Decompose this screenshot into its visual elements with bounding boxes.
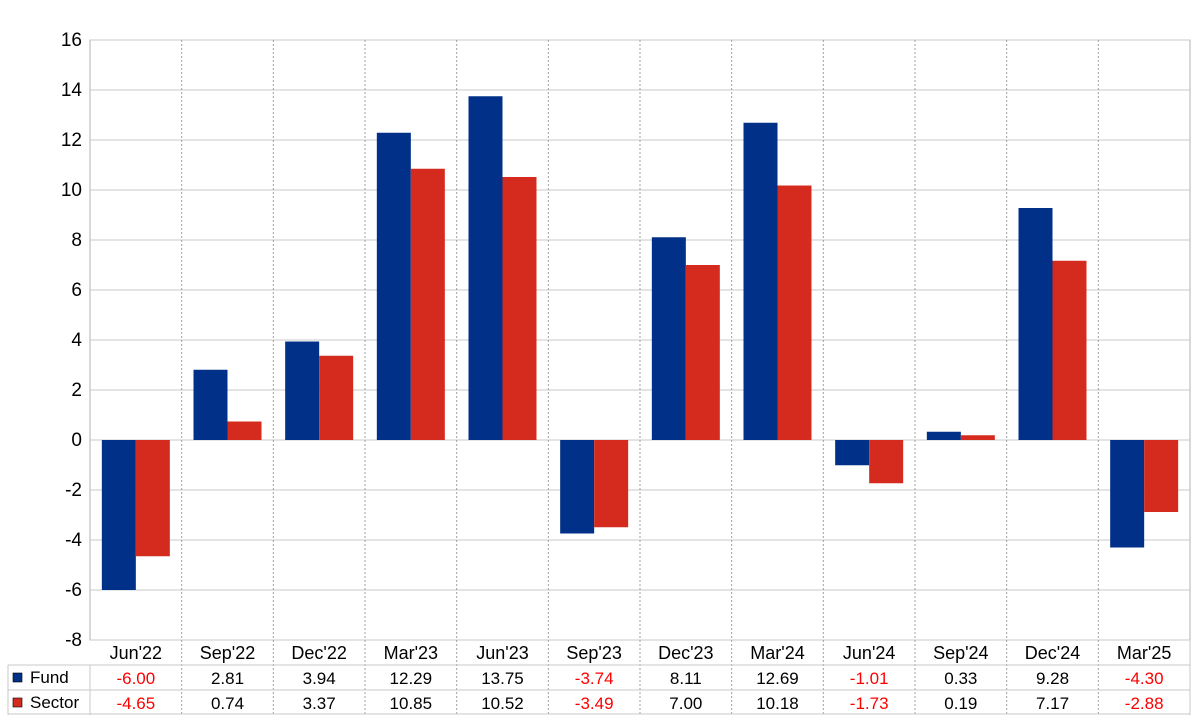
bar-sector: [685, 265, 720, 440]
legend-entry-sector: Sector: [12, 693, 79, 712]
data-label-fund: 2.81: [211, 669, 244, 688]
legend-entry-fund: Fund: [12, 668, 69, 687]
legend-label: Sector: [30, 693, 79, 712]
y-tick-label: 8: [71, 230, 82, 251]
bar-sector: [594, 440, 629, 528]
data-label-fund: 0.33: [944, 669, 977, 688]
bar-fund: [285, 341, 320, 440]
bar-sector: [502, 177, 537, 440]
x-tick-label: Mar'24: [750, 643, 804, 663]
x-tick-label: Mar'25: [1117, 643, 1171, 663]
data-label-sector: 0.74: [211, 694, 244, 713]
bars-layer: [101, 96, 1179, 590]
y-tick-label: 6: [71, 280, 82, 301]
x-tick-label: Dec'23: [658, 643, 713, 663]
data-label-sector: 10.18: [756, 694, 799, 713]
x-tick-label: Sep'23: [566, 643, 622, 663]
bar-fund: [651, 237, 686, 440]
bar-fund: [1018, 208, 1053, 440]
bar-fund: [376, 132, 411, 440]
legend-swatch: [12, 697, 23, 708]
bar-sector: [777, 185, 812, 440]
data-label-sector: 7.00: [669, 694, 702, 713]
axis-layer: -8 -6 -4 -2 0 2 4 6 8 10 12 14 16: [61, 30, 83, 651]
bar-sector: [869, 440, 904, 484]
data-label-sector: 10.52: [481, 694, 524, 713]
y-tick-label: 14: [61, 80, 83, 101]
data-label-sector: -1.73: [850, 694, 889, 713]
bar-sector: [1144, 440, 1179, 512]
x-tick-label: Dec'22: [291, 643, 346, 663]
y-tick-label: -6: [65, 580, 82, 601]
y-tick-label: -4: [65, 530, 82, 551]
x-tick-label: Jun'24: [843, 643, 895, 663]
bar-fund: [926, 431, 961, 440]
data-label-fund: -3.74: [575, 669, 614, 688]
bar-fund: [101, 440, 136, 590]
x-tick-label: Dec'24: [1025, 643, 1080, 663]
bar-fund: [1110, 440, 1145, 548]
data-label-fund: 3.94: [303, 669, 336, 688]
y-tick-label: 0: [71, 430, 82, 451]
y-tick-label: 10: [61, 180, 82, 201]
data-label-fund: -4.30: [1125, 669, 1164, 688]
y-tick-label: 16: [61, 30, 82, 51]
legend-swatch: [12, 672, 23, 683]
y-tick-label: 2: [71, 380, 82, 401]
data-label-sector: 0.19: [944, 694, 977, 713]
y-tick-label: 4: [71, 330, 82, 351]
bar-fund: [560, 440, 595, 534]
x-tick-label: Jun'22: [110, 643, 162, 663]
y-tick-label: -2: [65, 480, 82, 501]
x-tick-label: Sep'22: [200, 643, 256, 663]
data-label-fund: 8.11: [670, 669, 702, 688]
data-label-sector: 3.37: [303, 694, 336, 713]
bar-sector: [319, 355, 354, 440]
data-label-fund: 13.75: [481, 669, 524, 688]
y-tick-label: 12: [61, 130, 82, 151]
data-label-sector: -4.65: [116, 694, 155, 713]
bar-sector: [960, 435, 995, 440]
y-tick-label: -8: [65, 630, 82, 651]
bar-fund: [193, 369, 228, 440]
data-label-sector: 10.85: [390, 694, 433, 713]
data-label-fund: -6.00: [116, 669, 155, 688]
data-label-fund: -1.01: [850, 669, 889, 688]
data-label-fund: 9.28: [1036, 669, 1069, 688]
x-tick-label: Mar'23: [384, 643, 438, 663]
x-tick-label: Jun'23: [476, 643, 528, 663]
x-tick-label: Sep'24: [933, 643, 989, 663]
bar-sector: [227, 421, 262, 440]
data-label-sector: -2.88: [1125, 694, 1164, 713]
bar-sector: [410, 168, 445, 440]
bar-fund: [468, 96, 503, 440]
data-table: Jun'22 Sep'22 Dec'22 Mar'23 Jun'23 Sep'23 Dec'…: [7, 640, 1191, 715]
bar-sector: [1052, 260, 1087, 440]
bar-sector: [135, 440, 170, 557]
data-label-sector: -3.49: [575, 694, 614, 713]
legend-label: Fund: [30, 668, 69, 687]
bar-fund: [743, 122, 778, 440]
data-label-fund: 12.69: [756, 669, 799, 688]
bar-fund: [835, 440, 870, 466]
data-label-fund: 12.29: [390, 669, 433, 688]
grid-layer: [89, 39, 1191, 715]
data-label-sector: 7.17: [1036, 694, 1069, 713]
